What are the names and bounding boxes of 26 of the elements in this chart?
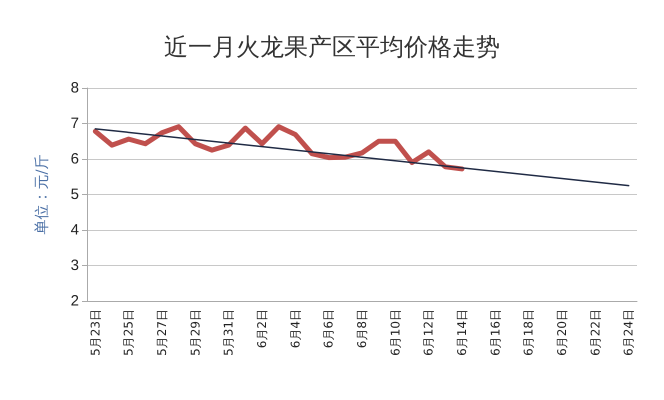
y-tick-label: 5 [70, 186, 79, 203]
x-tick-label: 6月2日 [255, 309, 269, 348]
x-tick-label: 6月18日 [522, 309, 536, 356]
y-axis-title: 单位：元/斤 [32, 154, 50, 235]
x-tick-label: 5月29日 [188, 309, 202, 356]
x-tick-label: 5月25日 [122, 309, 136, 356]
y-tick-label: 6 [70, 150, 79, 168]
x-tick-label: 6月10日 [388, 309, 402, 356]
y-tick-label: 8 [70, 80, 79, 96]
y-tick-label: 2 [70, 292, 79, 310]
x-tick-label: 6月12日 [422, 309, 436, 356]
x-tick-label: 5月31日 [222, 309, 236, 356]
x-tick-label: 5月23日 [88, 309, 102, 356]
x-tick-label: 6月8日 [355, 309, 369, 348]
x-tick-label: 6月16日 [488, 309, 502, 356]
x-tick-label: 6月22日 [588, 309, 602, 356]
y-tick-label: 7 [70, 115, 79, 132]
chart-title: 近一月火龙果产区平均价格走势 [164, 33, 500, 61]
x-tick-label: 6月6日 [322, 309, 336, 348]
y-tick-label: 4 [70, 222, 79, 238]
x-tick-label: 6月24日 [622, 309, 636, 356]
x-tick-label: 6月14日 [455, 309, 469, 356]
x-tick-label: 6月20日 [555, 309, 569, 356]
x-tick-label: 5月27日 [155, 309, 169, 356]
y-tick-label: 3 [70, 257, 79, 274]
x-tick-label: 6月4日 [288, 309, 302, 348]
